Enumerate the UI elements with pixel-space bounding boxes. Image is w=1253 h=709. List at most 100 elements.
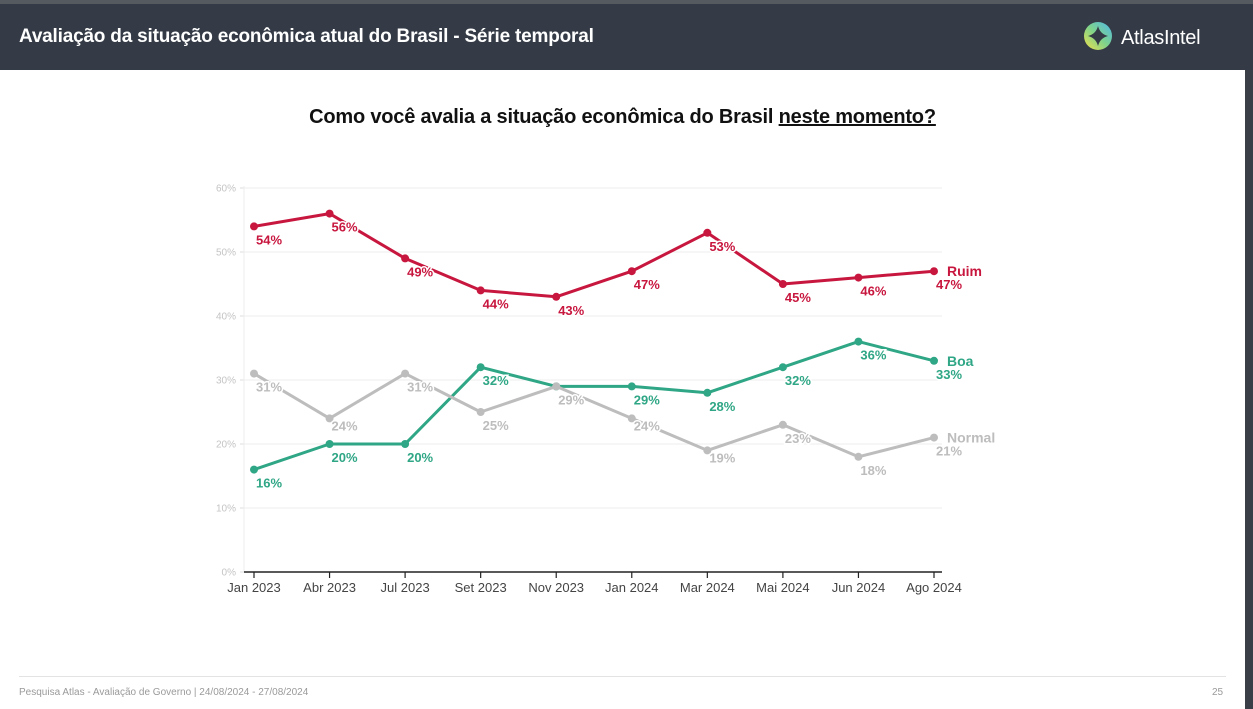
series-lines: 54%56%49%44% 43%47%53%45% 46% 47%Ruim16%20%… (250, 209, 995, 492)
slide-header: Avaliação da situação econômica atual do… (0, 4, 1253, 70)
data-point (854, 337, 863, 346)
data-label: 25% (483, 418, 509, 433)
data-point (401, 369, 410, 378)
y-tick-label: 30% (216, 376, 236, 387)
data-point (401, 254, 410, 263)
atlasintel-logo: AtlasIntel (1083, 21, 1201, 56)
data-label: 43% (558, 303, 584, 318)
series-line-normal (253, 372, 935, 459)
data-point (250, 222, 258, 231)
x-tick-label: Nov 2023 (528, 580, 584, 595)
data-label: 45% (785, 290, 811, 305)
x-tick-label: Mar 2024 (680, 580, 735, 595)
footer-source: Pesquisa Atlas - Avaliação de Governo | … (19, 687, 309, 698)
series-line-boa (253, 340, 935, 472)
data-point (703, 228, 712, 237)
data-label: 44% (483, 296, 509, 311)
data-point (325, 440, 334, 448)
data-label: 49% (407, 264, 433, 279)
data-point (930, 356, 938, 365)
series-boa: 16% 20% 20% 32% 29% 29% 28% 32% 36% 33%Boa (250, 337, 974, 492)
y-tick-label: 50% (216, 248, 236, 259)
window-top-strip (0, 0, 1253, 4)
slide-page: Como você avalia a situação econômica do… (0, 70, 1245, 709)
data-label: 18% (860, 463, 886, 478)
data-label: 31% (407, 380, 433, 395)
data-label: 19% (709, 450, 735, 465)
y-tick-label: 10% (216, 504, 236, 515)
data-label: 29% (558, 392, 584, 407)
data-label: 31% (256, 380, 282, 395)
data-point (778, 363, 787, 372)
data-point (703, 388, 712, 397)
data-point (325, 209, 334, 218)
data-point (627, 414, 636, 423)
data-point (627, 382, 636, 391)
legend-label-normal: Normal (947, 430, 995, 446)
data-label: 23% (785, 431, 811, 446)
data-point (854, 452, 863, 461)
data-label: 47% (936, 277, 962, 292)
data-point (476, 286, 485, 295)
x-tick-label: Jan 2024 (605, 580, 659, 595)
x-axis: Jan 2023 Abr 2023 Jul 2023 Set 2023 Nov 2023… (227, 571, 962, 595)
data-label: 20% (407, 450, 433, 465)
data-label: 24% (332, 418, 358, 433)
data-point (476, 408, 485, 416)
legend-label-ruim: Ruim (947, 263, 982, 279)
page-number: 25 (1212, 687, 1224, 698)
footer-divider (19, 676, 1226, 677)
x-tick-label: Jun 2024 (832, 580, 886, 595)
data-label: 32% (483, 373, 509, 388)
data-point (778, 420, 787, 429)
data-label: 33% (936, 367, 962, 382)
data-label: 47% (634, 277, 660, 292)
data-point (854, 273, 863, 282)
x-tick-label: Abr 2023 (303, 580, 356, 595)
data-point (250, 465, 258, 474)
line-chart: 0% 10% 20% 30% 40% 50% 60% Jan 2023 Abr 2023 Jul… (216, 184, 995, 596)
legend-label-boa: Boa (947, 353, 974, 369)
window-right-edge (1245, 70, 1253, 709)
data-point (778, 280, 787, 288)
data-point (552, 292, 561, 301)
data-point (930, 267, 938, 276)
grid-lines (240, 186, 942, 573)
data-label: 32% (785, 373, 811, 388)
x-tick-label: Jul 2023 (381, 580, 430, 595)
data-label: 46% (860, 284, 886, 299)
data-point (627, 267, 636, 276)
x-tick-label: Mai 2024 (756, 580, 809, 595)
slide-title: Avaliação da situação econômica atual do… (19, 26, 594, 47)
data-label: 20% (332, 450, 358, 465)
data-point (930, 433, 938, 442)
data-label: 29% (634, 392, 660, 407)
y-tick-label: 0% (222, 568, 237, 579)
question-emphasis: neste momento? (778, 106, 936, 128)
chart-question: Como você avalia a situação econômica do… (0, 106, 1245, 129)
x-tick-label: Ago 2024 (906, 580, 962, 595)
data-point (401, 440, 410, 448)
data-point (476, 363, 485, 372)
data-point (552, 382, 561, 391)
data-point (703, 446, 712, 455)
series-line-ruim (253, 212, 935, 299)
y-tick-label: 60% (216, 184, 236, 195)
data-label: 28% (709, 399, 735, 414)
data-point (250, 369, 258, 378)
y-tick-label: 40% (216, 312, 236, 323)
series-ruim: 54%56%49%44% 43%47%53%45% 46% 47%Ruim (250, 209, 982, 319)
question-text: Como você avalia a situação econômica do… (309, 106, 779, 128)
data-label: 36% (860, 348, 886, 363)
data-point (325, 414, 334, 423)
data-label: 56% (332, 220, 358, 235)
series-normal: 31% 24% 31% 25% 29% 24% 19% 23% 18% 21%Normal (250, 369, 995, 479)
y-tick-label: 20% (216, 440, 236, 451)
data-label: 53% (709, 239, 735, 254)
logo-text: AtlasIntel (1121, 27, 1201, 49)
data-label: 54% (256, 232, 282, 247)
data-label: 21% (936, 444, 962, 459)
data-label: 16% (256, 476, 282, 491)
x-tick-label: Jan 2023 (227, 580, 281, 595)
y-axis-ticks: 0% 10% 20% 30% 40% 50% 60% (216, 184, 236, 579)
